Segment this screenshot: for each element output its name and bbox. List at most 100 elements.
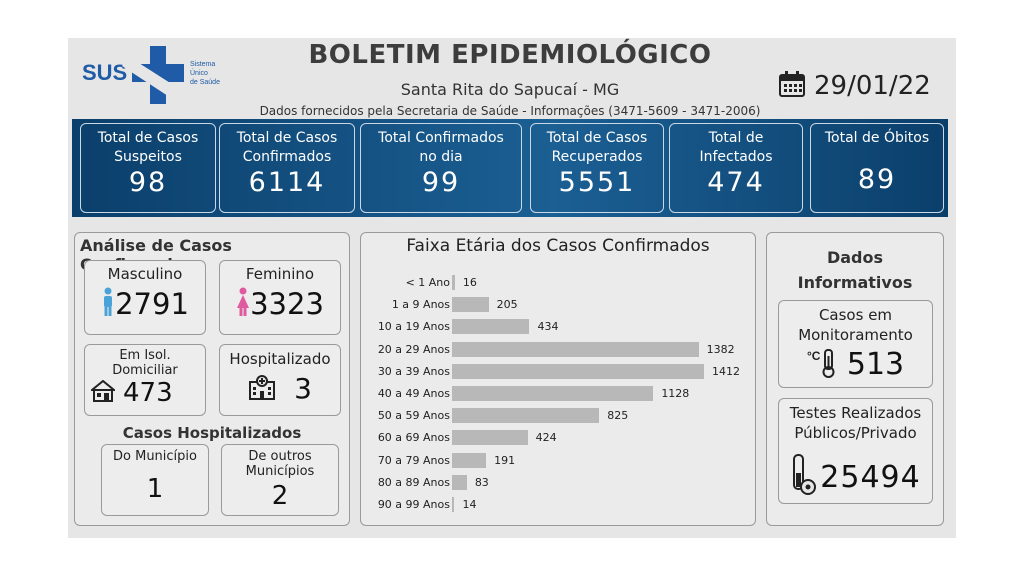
chart-title: Faixa Etária dos Casos Confirmados xyxy=(406,236,710,256)
monitoring-label: Casos em xyxy=(818,306,893,324)
age-bar xyxy=(452,319,530,335)
test-tube-icon xyxy=(790,453,818,501)
age-category-label: 40 a 49 Anos xyxy=(377,387,450,400)
kpi-value: 6114 xyxy=(248,167,326,198)
kpi-value: 99 xyxy=(421,167,461,198)
other-label: De outros xyxy=(248,449,312,464)
date-value: 29/01/22 xyxy=(814,71,931,101)
hospitalized-section-title: Casos Hospitalizados xyxy=(122,424,302,442)
kpi-label: Total Confirmados xyxy=(378,130,504,146)
home-label: Em Isol. xyxy=(119,348,171,363)
tests-box: Testes Realizados Públicos/Privado 25494 xyxy=(778,398,933,504)
municipality-label: Do Município xyxy=(113,449,197,464)
age-bar-value: 83 xyxy=(474,475,489,489)
kpi-label: Confirmados xyxy=(242,149,332,165)
age-category-label: < 1 Ano xyxy=(405,276,450,289)
logo-sub-1: Sistema xyxy=(190,61,215,68)
kpi-label: Total de Casos xyxy=(236,130,338,146)
age-bar xyxy=(452,341,699,357)
svg-text:°C: °C xyxy=(807,349,821,363)
female-label: Feminino xyxy=(245,265,315,283)
bulletin-date: 29/01/22 xyxy=(778,66,948,106)
home-isolation-box: Em Isol. Domiciliar 473 xyxy=(84,344,206,416)
logo-sub-2: Único xyxy=(190,68,208,77)
age-chart-panel xyxy=(360,232,756,526)
kpi-infected: Total de Infectados 474 xyxy=(669,123,803,213)
hospitalized-value: 3 xyxy=(294,372,312,405)
page-title: BOLETIM EPIDEMIOLÓGICO xyxy=(308,40,712,70)
kpi-label: Infectados xyxy=(699,149,773,165)
age-category-label: 50 a 59 Anos xyxy=(377,409,450,423)
age-bar xyxy=(452,497,455,512)
age-bar-value: 191 xyxy=(494,453,516,467)
age-category-label: 30 a 39 Anos xyxy=(377,364,450,378)
age-bar-value: 16 xyxy=(462,276,477,289)
other-municipalities-box: De outros Municípios 2 xyxy=(221,444,339,516)
kpi-value: 98 xyxy=(128,167,168,198)
age-bar-value: 1412 xyxy=(712,364,740,378)
tests-label: Testes Realizados xyxy=(789,404,922,422)
data-source-note: Dados fornecidos pela Secretaria de Saúd… xyxy=(259,104,761,118)
female-value: 3323 xyxy=(250,287,324,321)
info-title-line: Dados xyxy=(826,248,884,267)
age-category-label: 70 a 79 Anos xyxy=(377,453,450,467)
male-value: 2791 xyxy=(115,287,189,321)
kpi-recovered: Total de Casos Recuperados 5551 xyxy=(530,123,664,213)
calendar-icon xyxy=(778,70,806,102)
age-bar xyxy=(452,386,654,401)
home-value: 473 xyxy=(123,378,173,408)
kpi-confirmed-day: Total Confirmados no dia 99 xyxy=(360,123,522,213)
monitoring-label: Monitoramento xyxy=(798,326,913,344)
home-label: Domiciliar xyxy=(112,363,178,378)
age-bar-value: 14 xyxy=(462,498,477,511)
kpi-confirmed: Total de Casos Confirmados 6114 xyxy=(219,123,355,213)
other-value: 2 xyxy=(271,481,289,511)
female-box: Feminino 3323 xyxy=(219,260,341,335)
age-bar-value: 1382 xyxy=(706,342,735,356)
age-bar xyxy=(452,275,455,290)
age-bar xyxy=(452,408,600,424)
male-label: Masculino xyxy=(107,265,183,283)
age-bar-value: 424 xyxy=(535,431,557,445)
logo-sub-3: de Saúde xyxy=(190,79,220,86)
kpi-value: 5551 xyxy=(558,167,636,198)
municipality-value: 1 xyxy=(146,474,164,504)
municipality-box: Do Município 1 xyxy=(101,444,209,516)
age-bar xyxy=(452,430,528,446)
age-bar xyxy=(452,363,704,379)
city-subtitle: Santa Rita do Sapucaí - MG xyxy=(400,80,620,99)
kpi-suspected: Total de Casos Suspeitos 98 xyxy=(80,123,216,213)
age-category-label: 20 a 29 Anos xyxy=(377,342,450,356)
age-bar xyxy=(452,297,489,313)
kpi-label: no dia xyxy=(419,149,463,165)
monitoring-value: 513 xyxy=(846,347,905,382)
age-bar-value: 1128 xyxy=(661,387,690,400)
age-category-label: 1 a 9 Anos xyxy=(391,298,450,312)
hospitalized-box: Hospitalizado 3 xyxy=(219,344,341,416)
kpi-label: Total de Óbitos xyxy=(824,130,930,146)
age-bar-value: 434 xyxy=(537,320,559,334)
age-category-label: 90 a 99 Anos xyxy=(377,498,450,511)
age-category-label: 10 a 19 Anos xyxy=(377,320,450,334)
kpi-label: Total de Casos xyxy=(546,130,648,146)
age-bar-chart: < 1 Ano 16 1 a 9 Anos 205 10 a 19 Anos 434 20 … xyxy=(360,270,756,520)
age-bar-value: 205 xyxy=(496,298,518,312)
kpi-value: 89 xyxy=(857,164,897,195)
monitoring-box: Casos em Monitoramento °C 513 xyxy=(778,300,933,388)
thermometer-icon: °C xyxy=(807,348,839,382)
age-bar-value: 825 xyxy=(607,409,629,423)
sus-logo: SUS Sistema Único de Saúde xyxy=(82,44,232,106)
age-category-label: 80 a 89 Anos xyxy=(377,475,450,489)
age-bar xyxy=(452,452,487,468)
tests-value: 25494 xyxy=(820,459,921,495)
female-icon xyxy=(236,287,250,321)
kpi-label: Total de xyxy=(708,130,764,146)
kpi-label: Recuperados xyxy=(551,149,643,165)
kpi-deaths: Total de Óbitos 89 xyxy=(810,123,944,213)
house-icon xyxy=(89,379,117,406)
hospital-icon xyxy=(248,374,276,404)
male-icon xyxy=(101,287,115,321)
kpi-value: 474 xyxy=(707,167,765,198)
kpi-label: Suspeitos xyxy=(114,149,182,165)
info-title-line: Informativos xyxy=(797,273,913,292)
